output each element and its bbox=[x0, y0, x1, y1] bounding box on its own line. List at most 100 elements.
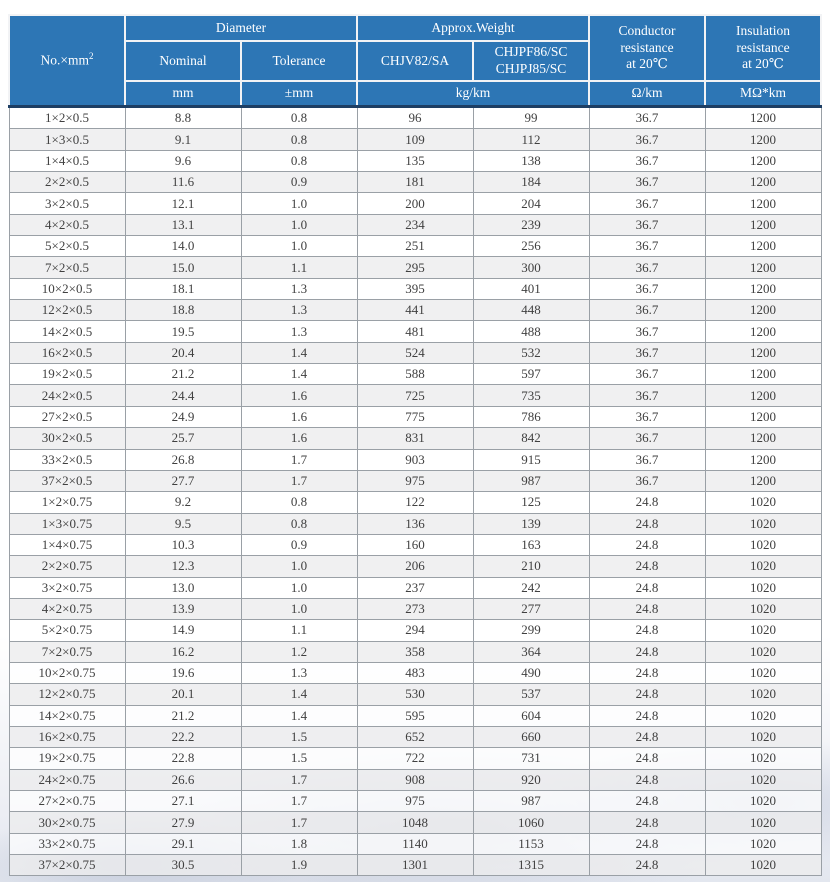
value-cell: 300 bbox=[472, 256, 590, 279]
value-cell: 1.2 bbox=[240, 640, 358, 663]
table-row: 19×2×0.5 21.2 1.4 588 597 36.7 1200 bbox=[8, 363, 822, 386]
value-cell: 24.8 bbox=[588, 789, 706, 813]
value-cell: 36.7 bbox=[588, 235, 706, 258]
table-row: 1×4×0.5 9.6 0.8 135 138 36.7 1200 bbox=[8, 149, 822, 173]
value-cell: 24.8 bbox=[588, 725, 706, 749]
value-cell: 256 bbox=[472, 235, 590, 258]
value-cell: 24.9 bbox=[124, 405, 242, 429]
value-cell: 18.8 bbox=[124, 299, 242, 322]
value-cell: 13.1 bbox=[124, 213, 242, 237]
value-cell: 24.8 bbox=[588, 704, 706, 727]
value-cell: 597 bbox=[472, 363, 590, 386]
unit-mohm-km: MΩ*km bbox=[704, 80, 822, 108]
value-cell: 920 bbox=[472, 768, 590, 792]
value-cell: 1020 bbox=[704, 597, 822, 621]
spec-cell: 37×2×0.5 bbox=[8, 469, 126, 493]
value-cell: 1020 bbox=[704, 704, 822, 727]
value-cell: 1020 bbox=[704, 683, 822, 706]
value-cell: 595 bbox=[356, 704, 474, 727]
value-cell: 200 bbox=[356, 192, 474, 215]
value-cell: 24.8 bbox=[588, 533, 706, 557]
value-cell: 36.7 bbox=[588, 427, 706, 450]
value-cell: 1020 bbox=[704, 789, 822, 813]
spec-cell: 33×2×0.75 bbox=[8, 832, 126, 856]
value-cell: 36.7 bbox=[588, 469, 706, 493]
value-cell: 358 bbox=[356, 640, 474, 663]
value-cell: 1.6 bbox=[240, 427, 358, 450]
value-cell: 652 bbox=[356, 725, 474, 749]
value-cell: 251 bbox=[356, 235, 474, 258]
value-cell: 24.8 bbox=[588, 491, 706, 514]
value-cell: 1020 bbox=[704, 811, 822, 834]
value-cell: 1048 bbox=[356, 811, 474, 834]
table-row: 4×2×0.5 13.1 1.0 234 239 36.7 1200 bbox=[8, 213, 822, 237]
table-row: 1×4×0.75 10.3 0.9 160 163 24.8 1020 bbox=[8, 533, 822, 557]
spec-cell: 16×2×0.75 bbox=[8, 725, 126, 749]
header-group-approx-weight: Approx.Weight bbox=[356, 14, 590, 42]
value-cell: 481 bbox=[356, 320, 474, 343]
value-cell: 1.3 bbox=[240, 277, 358, 301]
value-cell: 731 bbox=[472, 747, 590, 770]
table-row: 16×2×0.5 20.4 1.4 524 532 36.7 1200 bbox=[8, 341, 822, 365]
table-row: 16×2×0.75 22.2 1.5 652 660 24.8 1020 bbox=[8, 725, 822, 749]
value-cell: 24.8 bbox=[588, 683, 706, 706]
chjpf-line1: CHJPF86/SC bbox=[494, 44, 568, 60]
value-cell: 786 bbox=[472, 405, 590, 429]
spec-cell: 14×2×0.75 bbox=[8, 704, 126, 727]
value-cell: 36.7 bbox=[588, 384, 706, 407]
value-cell: 1.7 bbox=[240, 469, 358, 493]
header-sub-chjpf86: CHJPF86/SC CHJPJ85/SC bbox=[472, 40, 590, 82]
value-cell: 1200 bbox=[704, 105, 822, 130]
value-cell: 135 bbox=[356, 149, 474, 173]
value-cell: 1.7 bbox=[240, 811, 358, 834]
value-cell: 490 bbox=[472, 661, 590, 685]
spec-cell: 19×2×0.75 bbox=[8, 747, 126, 770]
value-cell: 237 bbox=[356, 576, 474, 599]
value-cell: 0.8 bbox=[240, 105, 358, 130]
table-row: 4×2×0.75 13.9 1.0 273 277 24.8 1020 bbox=[8, 597, 822, 621]
table-row: 1×3×0.75 9.5 0.8 136 139 24.8 1020 bbox=[8, 512, 822, 535]
value-cell: 722 bbox=[356, 747, 474, 770]
value-cell: 24.8 bbox=[588, 576, 706, 599]
spec-cell: 12×2×0.75 bbox=[8, 683, 126, 706]
value-cell: 1153 bbox=[472, 832, 590, 856]
value-cell: 36.7 bbox=[588, 299, 706, 322]
value-cell: 21.2 bbox=[124, 704, 242, 727]
value-cell: 1.0 bbox=[240, 597, 358, 621]
value-cell: 1.4 bbox=[240, 704, 358, 727]
value-cell: 21.2 bbox=[124, 363, 242, 386]
spec-cell: 1×4×0.75 bbox=[8, 533, 126, 557]
value-cell: 1.9 bbox=[240, 854, 358, 877]
spec-cell: 5×2×0.5 bbox=[8, 235, 126, 258]
value-cell: 160 bbox=[356, 533, 474, 557]
value-cell: 24.8 bbox=[588, 619, 706, 642]
value-cell: 1.8 bbox=[240, 832, 358, 856]
value-cell: 36.7 bbox=[588, 341, 706, 365]
conductor-line1: Conductor bbox=[618, 22, 676, 38]
spec-cell: 30×2×0.75 bbox=[8, 811, 126, 834]
value-cell: 36.7 bbox=[588, 171, 706, 194]
spec-cell: 3×2×0.5 bbox=[8, 192, 126, 215]
table-row: 1×2×0.75 9.2 0.8 122 125 24.8 1020 bbox=[8, 491, 822, 514]
table-row: 12×2×0.75 20.1 1.4 530 537 24.8 1020 bbox=[8, 683, 822, 706]
spec-cell: 7×2×0.75 bbox=[8, 640, 126, 663]
spec-cell: 37×2×0.75 bbox=[8, 854, 126, 877]
value-cell: 1.0 bbox=[240, 235, 358, 258]
value-cell: 22.2 bbox=[124, 725, 242, 749]
table-row: 3×2×0.5 12.1 1.0 200 204 36.7 1200 bbox=[8, 192, 822, 215]
value-cell: 0.8 bbox=[240, 491, 358, 514]
value-cell: 1020 bbox=[704, 491, 822, 514]
value-cell: 1200 bbox=[704, 320, 822, 343]
value-cell: 184 bbox=[472, 171, 590, 194]
value-cell: 1020 bbox=[704, 619, 822, 642]
value-cell: 1200 bbox=[704, 299, 822, 322]
value-cell: 1.0 bbox=[240, 576, 358, 599]
value-cell: 9.5 bbox=[124, 512, 242, 535]
value-cell: 987 bbox=[472, 469, 590, 493]
value-cell: 1200 bbox=[704, 192, 822, 215]
spec-cell: 2×2×0.75 bbox=[8, 555, 126, 578]
value-cell: 975 bbox=[356, 469, 474, 493]
table-row: 27×2×0.5 24.9 1.6 775 786 36.7 1200 bbox=[8, 405, 822, 429]
table-row: 14×2×0.75 21.2 1.4 595 604 24.8 1020 bbox=[8, 704, 822, 727]
value-cell: 27.1 bbox=[124, 789, 242, 813]
